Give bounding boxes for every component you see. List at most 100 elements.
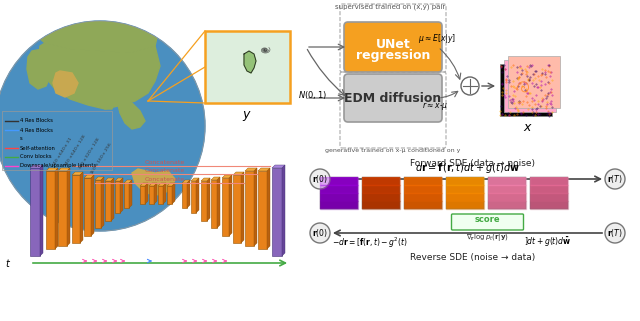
Polygon shape bbox=[132, 169, 175, 195]
Text: $]dt+g(t)d\mathbf{\bar{w}}$: $]dt+g(t)d\mathbf{\bar{w}}$ bbox=[525, 236, 572, 249]
Text: score: score bbox=[475, 215, 500, 224]
Polygon shape bbox=[124, 180, 132, 183]
Polygon shape bbox=[167, 183, 175, 186]
Text: $\nabla_\mathbf{r}\log p_t(\mathbf{r}|\mathbf{y})$: $\nabla_\mathbf{r}\log p_t(\mathbf{r}|\m… bbox=[466, 232, 509, 243]
Bar bbox=[167, 186, 172, 204]
Text: $320\times320\times128$: $320\times320\times128$ bbox=[76, 135, 102, 171]
Text: Forward SDE (data → noise): Forward SDE (data → noise) bbox=[410, 159, 536, 168]
Bar bbox=[58, 171, 67, 246]
Polygon shape bbox=[120, 178, 123, 213]
FancyBboxPatch shape bbox=[451, 214, 524, 230]
Bar bbox=[46, 171, 55, 249]
Polygon shape bbox=[404, 185, 442, 193]
Text: $\mathbf{r}(T)$: $\mathbf{r}(T)$ bbox=[607, 227, 623, 239]
Polygon shape bbox=[80, 172, 83, 243]
Bar bbox=[233, 175, 241, 243]
Bar bbox=[446, 177, 484, 209]
Text: Concatenate: Concatenate bbox=[145, 177, 185, 182]
Polygon shape bbox=[95, 177, 104, 180]
Text: $640\times640\times128$: $640\times640\times128$ bbox=[62, 133, 88, 168]
Polygon shape bbox=[101, 177, 104, 228]
Bar bbox=[2, 111, 112, 170]
Polygon shape bbox=[404, 177, 442, 185]
Polygon shape bbox=[233, 172, 244, 175]
Text: s: s bbox=[20, 136, 23, 142]
Text: $\mu \approx E[x|y]$: $\mu \approx E[x|y]$ bbox=[418, 32, 456, 45]
Text: regression: regression bbox=[356, 48, 430, 62]
Polygon shape bbox=[530, 177, 568, 185]
Polygon shape bbox=[530, 201, 568, 209]
Bar bbox=[508, 56, 560, 108]
Bar bbox=[158, 186, 163, 204]
Text: $y$: $y$ bbox=[242, 109, 252, 123]
Polygon shape bbox=[244, 51, 256, 73]
Polygon shape bbox=[488, 185, 526, 193]
Polygon shape bbox=[222, 175, 232, 178]
Bar bbox=[191, 181, 196, 213]
Polygon shape bbox=[404, 193, 442, 201]
Polygon shape bbox=[446, 193, 484, 201]
Polygon shape bbox=[211, 177, 220, 180]
Text: $t$: $t$ bbox=[5, 257, 11, 269]
Polygon shape bbox=[530, 185, 568, 193]
Polygon shape bbox=[362, 185, 400, 193]
Polygon shape bbox=[362, 177, 400, 185]
Bar bbox=[30, 168, 40, 256]
Polygon shape bbox=[149, 183, 157, 186]
Polygon shape bbox=[272, 165, 285, 168]
Bar bbox=[124, 183, 129, 208]
Text: UNet: UNet bbox=[376, 39, 410, 51]
Circle shape bbox=[0, 21, 205, 231]
Polygon shape bbox=[282, 165, 285, 256]
Polygon shape bbox=[320, 193, 358, 201]
Polygon shape bbox=[187, 180, 190, 208]
Polygon shape bbox=[488, 177, 526, 185]
Polygon shape bbox=[362, 193, 400, 201]
Polygon shape bbox=[40, 165, 43, 256]
Polygon shape bbox=[46, 168, 58, 171]
Polygon shape bbox=[320, 185, 358, 193]
FancyBboxPatch shape bbox=[344, 22, 442, 72]
Polygon shape bbox=[446, 177, 484, 185]
Text: EDM diffusion: EDM diffusion bbox=[344, 91, 442, 105]
Text: Conv blocks: Conv blocks bbox=[20, 154, 52, 160]
FancyBboxPatch shape bbox=[344, 74, 442, 122]
Text: $\mathbf{r}(0)$: $\mathbf{r}(0)$ bbox=[312, 227, 328, 239]
Bar bbox=[530, 177, 568, 209]
Bar bbox=[500, 64, 552, 116]
Text: Downscale/upsample latents: Downscale/upsample latents bbox=[20, 163, 96, 169]
Text: 4 Res Blocks: 4 Res Blocks bbox=[20, 118, 53, 124]
Text: $-d\mathbf{r}=[\mathbf{f}(\mathbf{r},t)-g^2(t)$: $-d\mathbf{r}=[\mathbf{f}(\mathbf{r},t)-… bbox=[332, 236, 408, 250]
Polygon shape bbox=[38, 19, 158, 53]
Polygon shape bbox=[58, 168, 70, 171]
Polygon shape bbox=[154, 183, 157, 204]
Polygon shape bbox=[115, 178, 123, 181]
Text: $x$: $x$ bbox=[523, 121, 533, 134]
Polygon shape bbox=[96, 89, 115, 109]
Bar bbox=[72, 175, 80, 243]
Polygon shape bbox=[446, 201, 484, 209]
Polygon shape bbox=[105, 178, 114, 181]
Bar bbox=[404, 177, 442, 209]
Polygon shape bbox=[196, 178, 199, 213]
Polygon shape bbox=[118, 99, 145, 129]
Polygon shape bbox=[67, 168, 70, 246]
Bar bbox=[201, 181, 207, 221]
Bar bbox=[222, 178, 229, 236]
Polygon shape bbox=[145, 183, 148, 204]
Circle shape bbox=[605, 169, 625, 189]
Polygon shape bbox=[191, 178, 199, 181]
Polygon shape bbox=[30, 165, 43, 168]
Text: $r \approx x$-$\mu$: $r \approx x$-$\mu$ bbox=[422, 100, 448, 112]
Bar bbox=[84, 178, 91, 236]
Polygon shape bbox=[320, 201, 358, 209]
Bar bbox=[182, 183, 187, 208]
Bar bbox=[95, 180, 101, 228]
Text: Concatenate: Concatenate bbox=[145, 160, 185, 165]
Polygon shape bbox=[111, 178, 114, 221]
Polygon shape bbox=[182, 180, 190, 183]
Circle shape bbox=[605, 223, 625, 243]
Text: supervised trained on (x,y) pair: supervised trained on (x,y) pair bbox=[335, 4, 445, 11]
Polygon shape bbox=[267, 168, 270, 249]
Bar bbox=[115, 181, 120, 213]
